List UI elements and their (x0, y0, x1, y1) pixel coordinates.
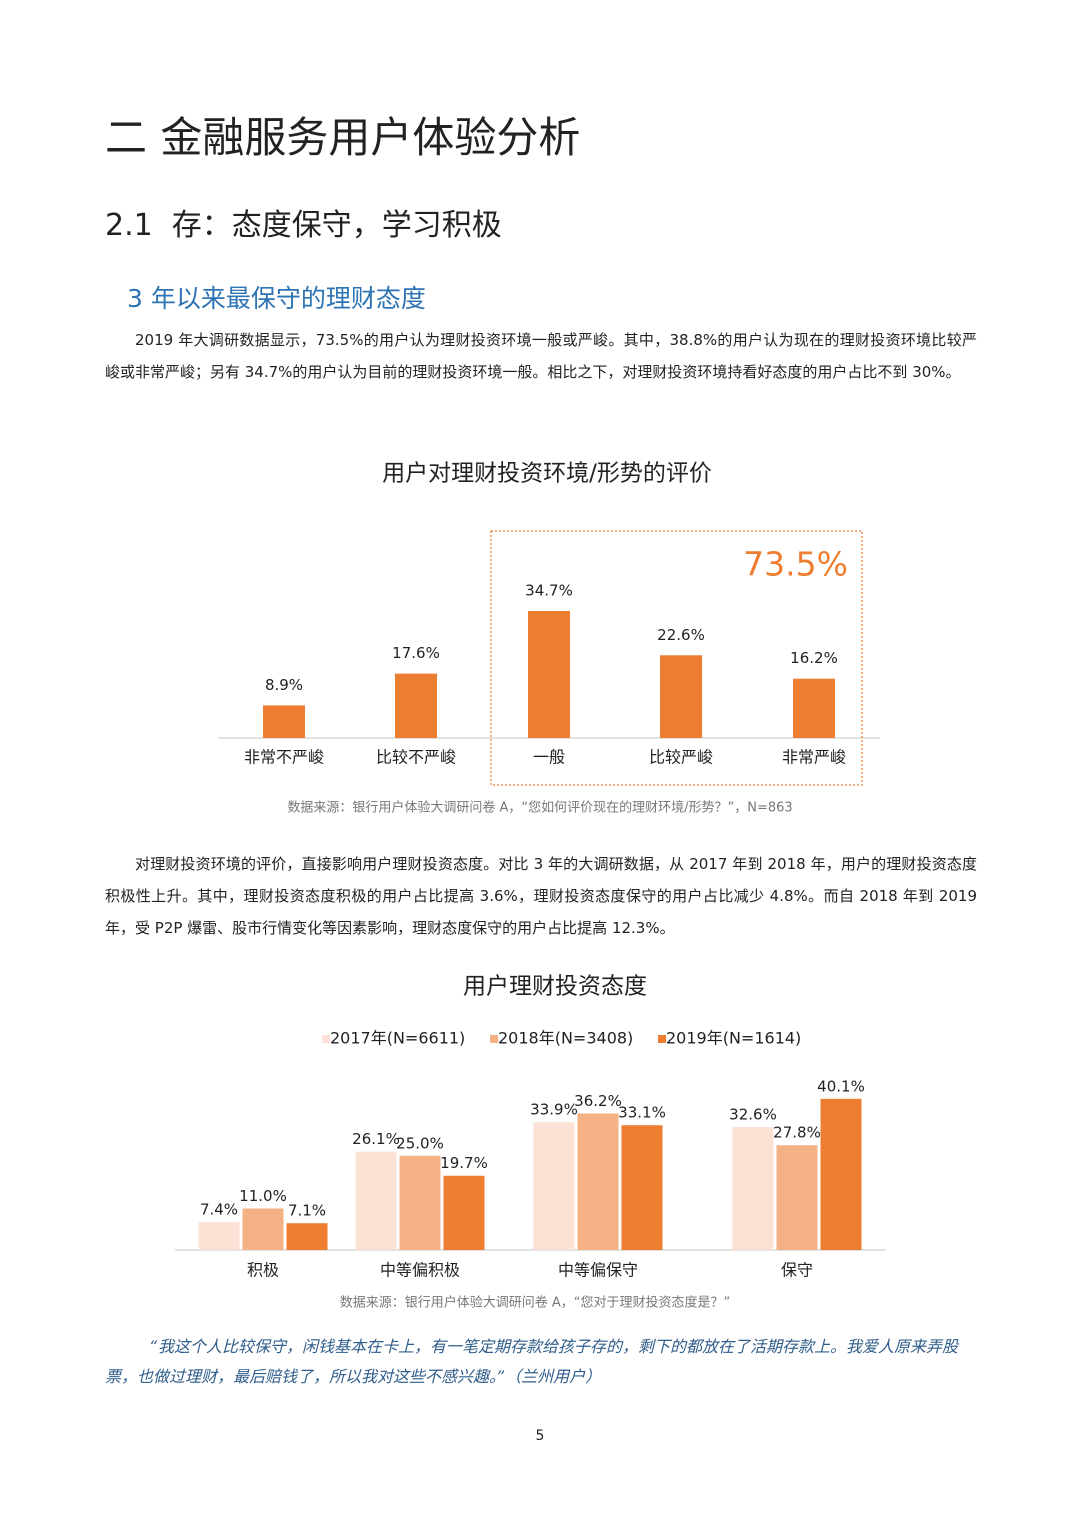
value-label: 8.9% (265, 676, 303, 694)
annotation: 73.5% (743, 545, 848, 584)
bar (198, 1222, 240, 1250)
bar (820, 1098, 862, 1250)
value-label: 17.6% (392, 644, 440, 662)
value-label: 7.1% (288, 1202, 326, 1220)
paragraph: 2019 年大调研数据显示，73.5%的用户认为理财投资环境一般或严峻。其中，3… (105, 331, 977, 381)
bar (395, 673, 437, 738)
x-tick-label: 保守 (781, 1261, 813, 1280)
highlight-box (490, 530, 863, 786)
bar (286, 1223, 328, 1250)
legend-label: 2019年(N=1614) (666, 1029, 801, 1048)
bar (355, 1151, 397, 1250)
value-label: 25.0% (396, 1134, 444, 1152)
legend-swatch (322, 1035, 330, 1043)
value-label: 26.1% (352, 1130, 400, 1148)
bar (621, 1125, 663, 1250)
x-tick-label: 非常严峻 (782, 748, 846, 767)
chart-title: 用户理财投资态度 (463, 974, 647, 1000)
x-tick-label: 中等偏保守 (558, 1261, 638, 1280)
value-label: 40.1% (817, 1077, 865, 1095)
x-tick-label: 非常不严峻 (244, 748, 324, 767)
value-label: 11.0% (239, 1187, 287, 1205)
x-tick-label: 中等偏积极 (380, 1261, 460, 1280)
bar (793, 678, 835, 738)
page-title: 二 金融服务用户体验分析 (105, 113, 581, 162)
bar (577, 1113, 619, 1250)
bar (732, 1127, 774, 1250)
x-tick-label: 积极 (247, 1261, 279, 1280)
bar (399, 1155, 441, 1250)
source-note: 数据来源：银行用户体验大调研问卷 A，“您对于理财投资态度是？” (340, 1295, 731, 1311)
bar (776, 1145, 818, 1250)
legend-label: 2018年(N=3408) (498, 1029, 633, 1048)
x-tick-label: 比较严峻 (649, 748, 713, 767)
value-label: 16.2% (790, 649, 838, 667)
value-label: 22.6% (657, 626, 705, 644)
value-label: 33.1% (618, 1104, 666, 1122)
legend-swatch (658, 1035, 666, 1043)
source-note: 数据来源：银行用户体验大调研问卷 A，“您如何评价现在的理财环境/形势？”，N=… (287, 800, 792, 816)
x-tick-label: 一般 (533, 748, 565, 767)
bar (443, 1175, 485, 1250)
value-label: 36.2% (574, 1092, 622, 1110)
quote: “我这个人比较保守，闲钱基本在卡上，有一笔定期存款给孩子存的，剩下的都放在了活期… (105, 1337, 958, 1386)
legend-swatch (490, 1035, 498, 1043)
page-number: 5 (535, 1428, 545, 1444)
bar (533, 1122, 575, 1250)
value-label: 7.4% (200, 1201, 238, 1219)
paragraph: 对理财投资环境的评价，直接影响用户理财投资态度。对比 3 年的大调研数据，从 2… (105, 855, 977, 937)
chart-title: 用户对理财投资环境/形势的评价 (382, 461, 712, 487)
bar (263, 705, 305, 738)
value-label: 19.7% (440, 1154, 488, 1172)
subsection-heading: 3 年以来最保守的理财态度 (127, 284, 426, 313)
value-label: 27.8% (773, 1124, 821, 1142)
value-label: 32.6% (729, 1106, 777, 1124)
bar (242, 1208, 284, 1250)
bar (660, 655, 702, 738)
value-label: 33.9% (530, 1101, 578, 1119)
x-tick-label: 比较不严峻 (376, 748, 456, 767)
bar (528, 610, 570, 738)
value-label: 34.7% (525, 581, 573, 599)
legend-label: 2017年(N=6611) (330, 1029, 465, 1048)
section-heading: 2.1 存：态度保守，学习积极 (105, 208, 502, 243)
